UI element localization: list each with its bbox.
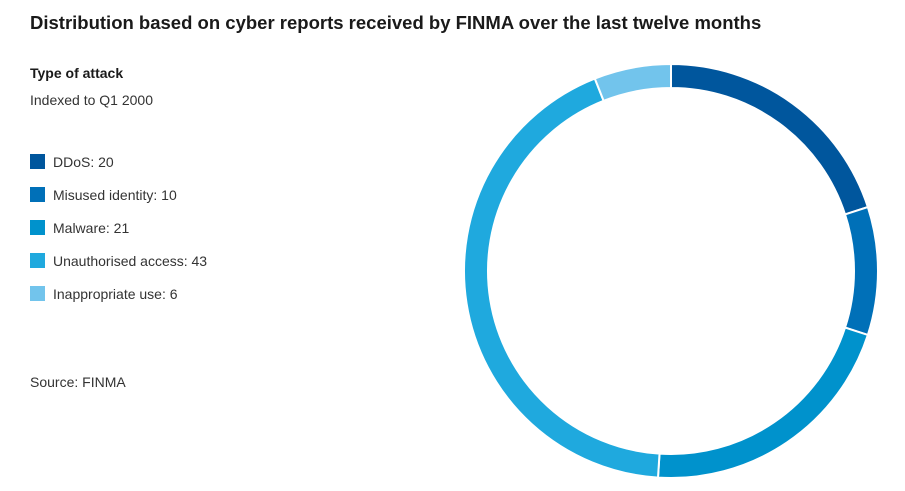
donut-slice-inappropriate-use bbox=[593, 62, 672, 103]
source-note: Source: FINMA bbox=[30, 374, 126, 390]
legend: DDoS: 20 Misused identity: 10 Malware: 2… bbox=[30, 145, 207, 310]
donut-slice-ddos bbox=[670, 62, 870, 216]
legend-swatch-malware bbox=[30, 220, 45, 235]
legend-label-inappropriate-use: Inappropriate use: 6 bbox=[53, 285, 178, 302]
legend-subheading: Indexed to Q1 2000 bbox=[30, 92, 153, 108]
legend-label-malware: Malware: 21 bbox=[53, 219, 130, 236]
legend-swatch-misused-identity bbox=[30, 187, 45, 202]
legend-item-ddos: DDoS: 20 bbox=[30, 145, 207, 178]
donut-slice-unauthorised-access bbox=[463, 77, 661, 479]
chart-title: Distribution based on cyber reports rece… bbox=[30, 12, 762, 33]
legend-item-misused-identity: Misused identity: 10 bbox=[30, 178, 207, 211]
legend-label-misused-identity: Misused identity: 10 bbox=[53, 186, 177, 203]
legend-label-unauthorised-access: Unauthorised access: 43 bbox=[53, 252, 208, 269]
legend-label-ddos: DDoS: 20 bbox=[53, 153, 114, 170]
legend-swatch-ddos bbox=[30, 154, 45, 169]
legend-item-malware: Malware: 21 bbox=[30, 211, 207, 244]
donut-slice-malware bbox=[656, 326, 870, 479]
legend-item-inappropriate-use: Inappropriate use: 6 bbox=[30, 277, 207, 310]
legend-swatch-unauthorised-access bbox=[30, 253, 45, 268]
legend-heading: Type of attack bbox=[30, 65, 124, 81]
donut-chart bbox=[463, 62, 879, 479]
legend-item-unauthorised-access: Unauthorised access: 43 bbox=[30, 244, 207, 277]
donut-slice-misused-identity bbox=[843, 205, 879, 337]
legend-swatch-inappropriate-use bbox=[30, 286, 45, 301]
donut-slices bbox=[463, 62, 879, 479]
